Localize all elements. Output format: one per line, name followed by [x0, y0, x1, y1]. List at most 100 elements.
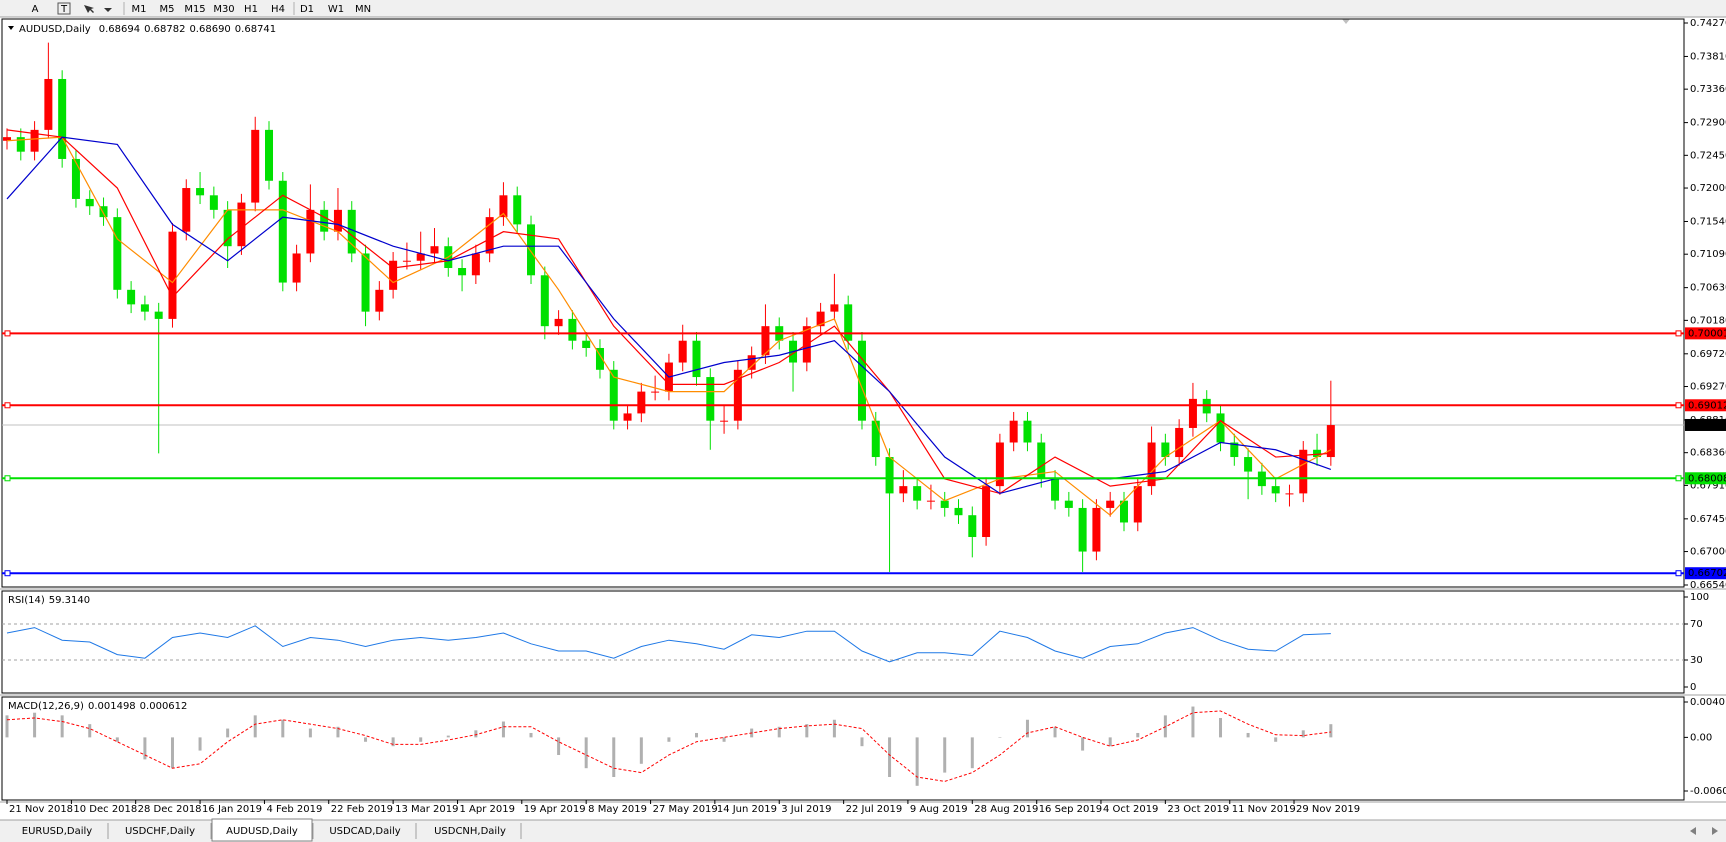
tab-scroll[interactable] [1690, 827, 1718, 835]
candle-body [168, 231, 177, 319]
panel-frame [1, 590, 1685, 694]
toolbar-button[interactable]: T [60, 4, 68, 15]
y-tick-label: 70 [1690, 619, 1703, 630]
macd-bar [1053, 726, 1057, 738]
x-tick-label: 28 Dec 2018 [138, 804, 202, 815]
tab[interactable]: USDCNH,Daily [434, 826, 506, 837]
tab[interactable]: USDCAD,Daily [329, 826, 400, 837]
level-label: 0.68008 [1688, 473, 1726, 484]
candle-body [347, 209, 356, 254]
toolbar-button[interactable]: H1 [244, 4, 258, 15]
candle-body [609, 369, 618, 421]
toolbar-button[interactable]: H4 [271, 4, 285, 15]
toolbar-button[interactable]: M5 [160, 4, 175, 15]
candle-body [1051, 478, 1060, 501]
x-tick-label: 4 Oct 2019 [1103, 804, 1158, 815]
candle-body [3, 137, 11, 141]
macd-bar [1274, 737, 1278, 742]
candle-body [554, 318, 563, 327]
candle-body [747, 355, 756, 370]
candle-body [968, 515, 977, 538]
macd-bar [253, 715, 257, 738]
candle-body [30, 129, 39, 152]
level-handle[interactable] [1675, 330, 1682, 337]
candle-body [320, 209, 329, 232]
candle-body [568, 318, 577, 341]
candle-body [113, 217, 122, 290]
candle-body [333, 209, 342, 232]
candle-body [1188, 398, 1197, 428]
level-handle[interactable] [1675, 570, 1682, 577]
toolbar-button[interactable]: M1 [132, 4, 147, 15]
candle-body [292, 253, 301, 283]
signal-line [6, 710, 1331, 782]
toolbar-button[interactable]: M15 [184, 4, 205, 15]
candle-body [375, 289, 384, 312]
level-handle[interactable] [1675, 402, 1682, 409]
ohlc-value: 0.68741 [235, 24, 276, 35]
menu-arrow [8, 26, 14, 30]
toolbar-button[interactable]: D1 [300, 4, 314, 15]
candle-body [237, 202, 246, 247]
level-handle[interactable] [4, 402, 11, 409]
level-handle[interactable] [4, 475, 11, 482]
toolbar-button[interactable]: M30 [213, 4, 234, 15]
candle-body [154, 311, 163, 319]
tab[interactable]: USDCHF,Daily [125, 826, 195, 837]
candle-body [251, 129, 260, 203]
level-handle[interactable] [4, 570, 11, 577]
candle-body [857, 340, 866, 421]
tab[interactable]: AUDUSD,Daily [226, 826, 298, 837]
toolbar-button[interactable]: MN [355, 4, 371, 15]
level-handle[interactable] [4, 330, 11, 337]
level-handle[interactable] [1675, 475, 1682, 482]
toolbar-button[interactable]: W1 [328, 4, 344, 15]
candle-body [1106, 500, 1115, 508]
candle-body [1009, 420, 1018, 443]
candle-body [871, 420, 880, 458]
candle-body [471, 253, 480, 276]
candle-body [140, 304, 149, 312]
level-label-bg [1685, 567, 1726, 580]
y-tick-label: 0.00 [1690, 732, 1712, 743]
x-tick-label: 9 Aug 2019 [910, 804, 968, 815]
toolbar-icon-frame [57, 2, 71, 15]
cursor-icon[interactable] [84, 5, 94, 13]
x-tick-label: 16 Jan 2019 [202, 804, 262, 815]
panel-frame [1, 18, 1685, 588]
candle-body [402, 260, 411, 262]
y-tick-label: 0 [1690, 682, 1696, 693]
candle-body [71, 158, 80, 199]
candle-body [1326, 425, 1335, 458]
indicator-value: 0.000612 [140, 701, 188, 712]
active-tab [211, 818, 313, 842]
toolbar-button[interactable]: A [32, 4, 39, 15]
candle-body [582, 340, 591, 348]
tab[interactable]: EURUSD,Daily [22, 826, 93, 837]
macd-bar [33, 712, 37, 738]
candle-body [844, 304, 853, 341]
macd-bar [529, 732, 533, 738]
macd-bar [1108, 737, 1112, 747]
candle-body [540, 275, 549, 327]
candle-body [595, 347, 604, 370]
candle-body [209, 195, 218, 210]
dropdown-icon[interactable] [104, 8, 112, 12]
candle-body [1244, 457, 1253, 472]
macd-bar [557, 737, 561, 755]
macd-bar [860, 737, 864, 747]
macd-bar [915, 737, 919, 786]
indicator-name: RSI(14) [8, 595, 45, 606]
candle-body [761, 326, 770, 356]
candle-body [1037, 442, 1046, 479]
